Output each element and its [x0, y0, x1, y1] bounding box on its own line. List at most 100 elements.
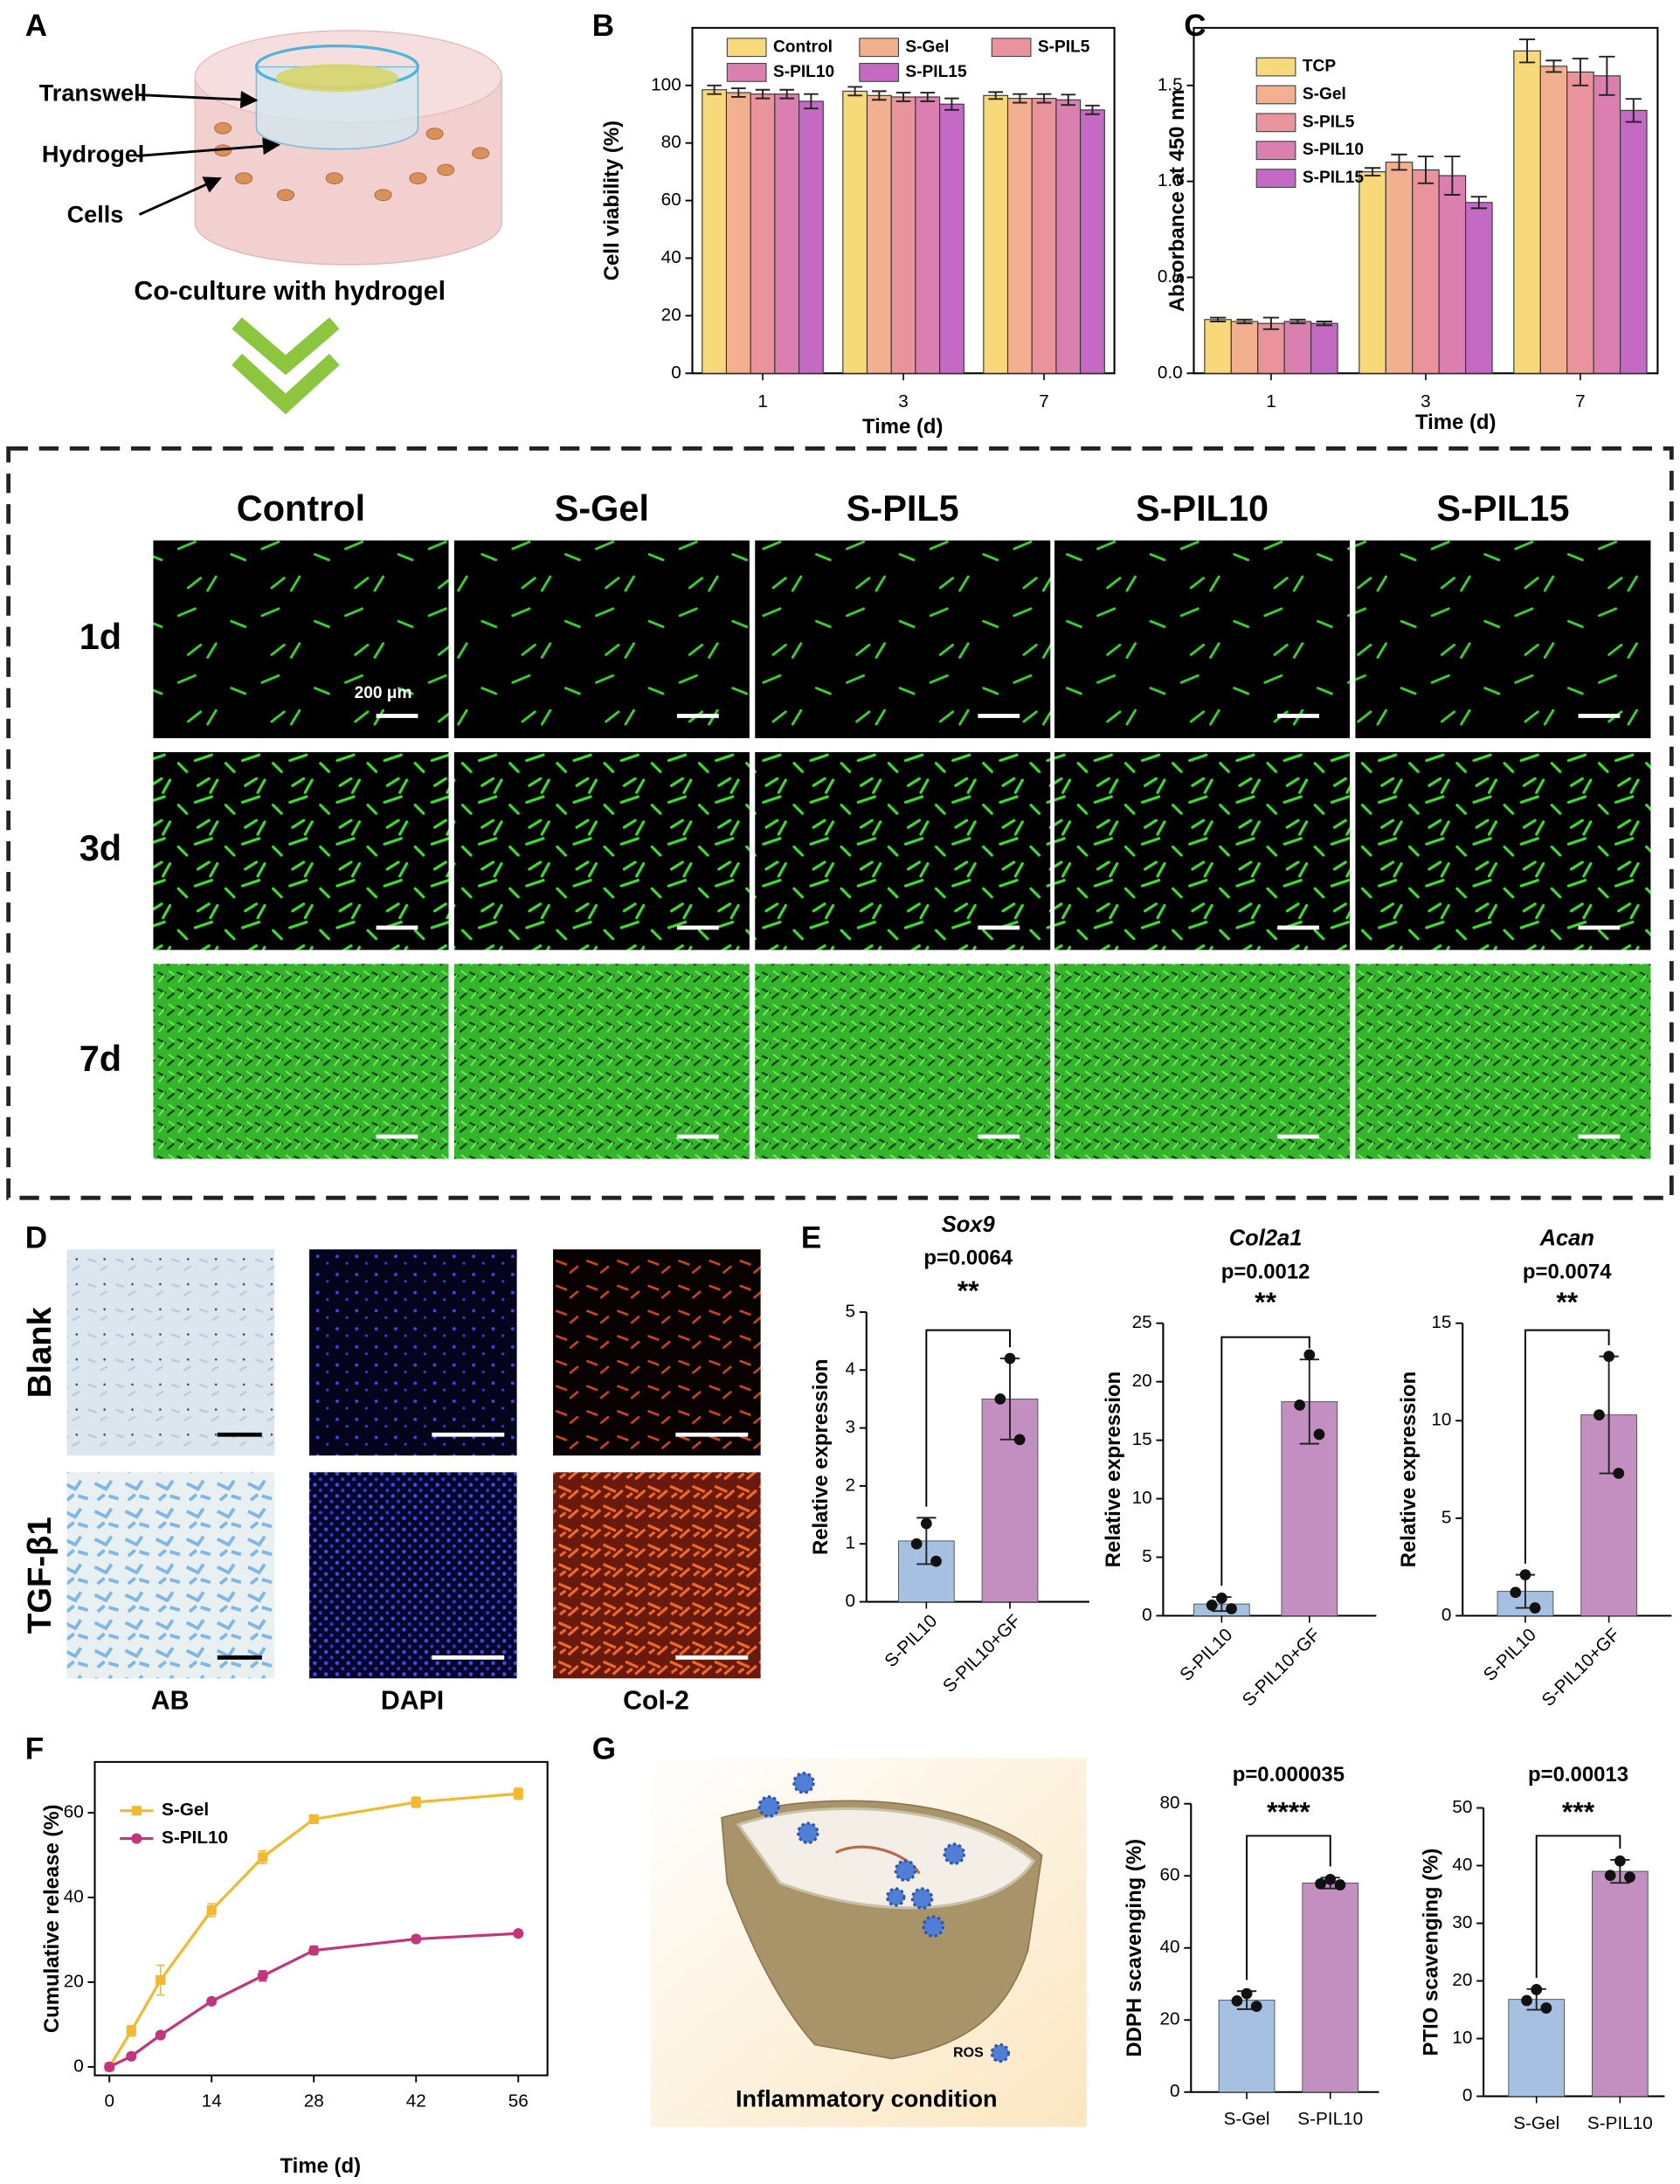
data-point [1531, 1984, 1543, 1995]
data-point [1250, 2001, 1262, 2012]
data-point [1303, 1349, 1316, 1361]
bar [1055, 99, 1082, 374]
y-tick-label: 5 [846, 1301, 856, 1321]
error-bar [707, 84, 722, 95]
bar [798, 100, 824, 374]
data-point [1241, 1987, 1253, 2000]
error-bar [1518, 38, 1536, 64]
bar [1006, 98, 1033, 374]
y-tick-label: 30 [1452, 1912, 1472, 1932]
data-point [1315, 1877, 1326, 1890]
error-bar [1262, 316, 1280, 330]
legend-marker [131, 1833, 142, 1844]
legend-label: S-Gel [1303, 85, 1346, 103]
panel-letter: F [25, 1731, 44, 1766]
marker [258, 1852, 268, 1863]
bar [750, 93, 776, 374]
data-point [1313, 1428, 1325, 1441]
data-point [1324, 1873, 1337, 1885]
bar [866, 94, 892, 374]
marker [257, 1970, 268, 1981]
column-header: S-PIL10 [1136, 487, 1269, 529]
bar [1204, 319, 1232, 374]
y-axis-title: DDPH scavenging (%) [1123, 1839, 1146, 2057]
bar [1031, 98, 1057, 374]
schematic-caption: Inflammatory condition [736, 2084, 998, 2111]
p-value: p=0.0064 [923, 1247, 1013, 1270]
micrograph [1355, 540, 1651, 739]
x-tick-label: 14 [202, 2091, 222, 2111]
bar [1593, 75, 1621, 374]
micrograph [1054, 540, 1351, 739]
y-tick-label: 20 [1452, 1970, 1472, 1990]
error-bar [920, 92, 936, 102]
data-point [1521, 1994, 1532, 2007]
axis [1162, 1323, 1377, 1617]
x-tick-label: S-Gel [1224, 2109, 1270, 2129]
bar [1620, 109, 1648, 374]
y-axis-title: Absorbance at 450 nm [1165, 89, 1189, 312]
significance: *** [1562, 1795, 1595, 1827]
marker [411, 1933, 422, 1945]
data-point [1004, 1352, 1016, 1365]
chart-title: Acan [1539, 1227, 1594, 1251]
y-tick-label: 0 [846, 1591, 856, 1611]
x-axis-title: Time (d) [862, 415, 944, 439]
schematic-label: Transwell [39, 79, 147, 107]
x-tick-label: S-PIL10 [1297, 2109, 1363, 2129]
column-header: S-Gel [555, 487, 649, 529]
y-tick-label: 0 [1441, 1605, 1452, 1625]
significance: ** [958, 1275, 979, 1306]
x-tick-label: S-PIL10+GF [1538, 1625, 1623, 1711]
y-tick-label: 100 [651, 74, 681, 94]
y-tick-label: 50 [1452, 1797, 1472, 1817]
data-point [910, 1538, 923, 1550]
y-tick-label: 2 [846, 1475, 856, 1495]
micrograph [453, 751, 750, 950]
bar [1438, 175, 1467, 374]
micrograph [1054, 751, 1351, 950]
x-axis-title: Time (d) [280, 2154, 362, 2178]
legend-swatch [859, 38, 900, 58]
micrograph-border [6, 446, 1674, 1200]
chart-title: Col2a1 [1229, 1227, 1303, 1251]
x-tick-label: 7 [1039, 391, 1049, 411]
error-bar [1289, 318, 1306, 325]
error-bar [1061, 93, 1076, 107]
y-tick-label: 25 [1132, 1312, 1152, 1332]
bar [1539, 66, 1568, 374]
legend-label: Control [773, 38, 833, 56]
panel-letter: D [25, 1220, 47, 1254]
legend-swatch [1255, 141, 1296, 161]
x-tick-label: S-PIL10+GF [939, 1611, 1025, 1697]
panel-letter: B [592, 9, 614, 43]
legend-label: TCP [1303, 58, 1336, 76]
column-header: S-PIL5 [847, 487, 959, 529]
micrograph [153, 751, 449, 950]
bar [1508, 1999, 1566, 2098]
error-bar [1085, 104, 1100, 115]
marker [206, 1904, 217, 1916]
significance-bracket [1220, 1336, 1310, 1586]
panel-letter: A [25, 9, 47, 43]
y-tick-label: 3 [846, 1417, 856, 1437]
bar [702, 89, 728, 374]
bar [1566, 71, 1594, 374]
error-bar [1209, 316, 1227, 322]
y-axis-title: Relative expression [1397, 1372, 1421, 1568]
significance-bracket [1524, 1329, 1610, 1564]
y-axis-title: PTIO scavenging (%) [1419, 1849, 1442, 2056]
row-label: 7d [80, 1038, 121, 1079]
legend-label: S-PIL15 [1303, 169, 1365, 187]
data-point [1603, 1351, 1614, 1362]
legend-swatch [1255, 85, 1296, 105]
x-tick-label: S-PIL10+GF [1239, 1625, 1324, 1711]
legend-label: S-PIL5 [1038, 38, 1090, 56]
error-bar [1417, 156, 1435, 184]
x-tick-label: S-PIL10 [1176, 1625, 1236, 1685]
error-bar [847, 86, 862, 97]
y-tick-label: 80 [1159, 1793, 1179, 1813]
data-point [1231, 1995, 1243, 2007]
data-point [1594, 1409, 1605, 1420]
error-bar [988, 91, 1003, 100]
